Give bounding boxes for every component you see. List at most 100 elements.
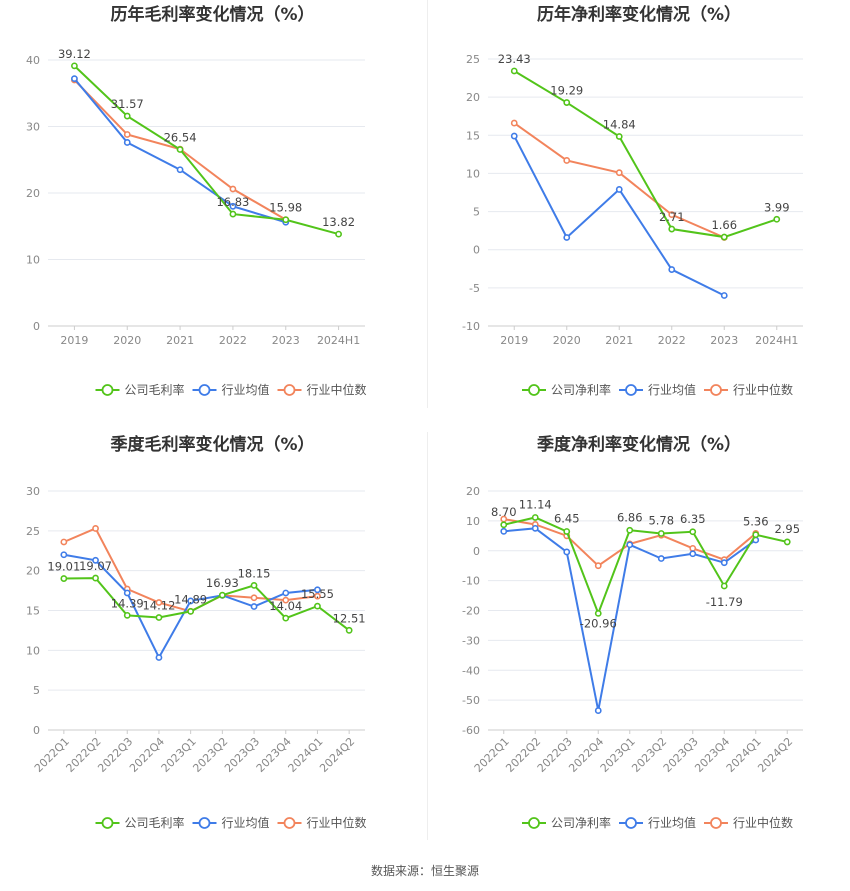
data-point[interactable] <box>720 582 728 590</box>
legend-label: 公司净利率 <box>551 382 611 397</box>
data-source-note: 数据来源：恒生聚源 <box>370 864 479 878</box>
legend-item[interactable]: 行业中位数 <box>277 382 367 397</box>
data-point[interactable] <box>720 559 728 567</box>
chart-annual-net-margin: 历年净利率变化情况（%） -10 -5 0 5 10 15 20 25 2019 2020 2021 2… <box>428 0 850 410</box>
data-point[interactable] <box>314 586 321 594</box>
x-tick-label: 2021 <box>166 334 194 347</box>
legend-marker-icon <box>710 817 722 829</box>
legend-label: 行业中位数 <box>733 815 793 830</box>
data-point[interactable] <box>657 530 665 537</box>
data-point[interactable] <box>563 99 571 106</box>
chart-svg: 历年净利率变化情况（%） -10 -5 0 5 10 15 20 25 2019 2020 2021 2… <box>462 4 803 397</box>
legend-item[interactable]: 行业均值 <box>619 382 696 397</box>
data-point[interactable] <box>282 216 290 224</box>
legend-item[interactable]: 行业均值 <box>192 382 270 397</box>
legend-item[interactable]: 行业中位数 <box>704 815 793 830</box>
legend-item[interactable]: 行业中位数 <box>277 815 367 830</box>
data-point[interactable] <box>60 551 68 559</box>
data-point[interactable] <box>668 266 676 273</box>
x-tick-label: 2022 <box>219 334 247 347</box>
data-point[interactable] <box>155 654 163 661</box>
data-point[interactable] <box>250 582 258 589</box>
data-point[interactable] <box>71 75 78 83</box>
data-label: 11.14 <box>519 497 552 511</box>
x-tick-label: 2022 <box>658 334 686 347</box>
data-point[interactable] <box>626 541 634 549</box>
y-tick-label: 0 <box>473 244 480 257</box>
data-point[interactable] <box>689 550 697 558</box>
data-label: 6.45 <box>554 511 580 525</box>
data-point[interactable] <box>123 112 131 120</box>
data-point[interactable] <box>594 707 602 714</box>
data-point[interactable] <box>689 544 697 552</box>
data-point[interactable] <box>531 524 539 532</box>
legend-marker-icon <box>198 384 211 396</box>
data-point[interactable] <box>531 514 539 521</box>
data-point[interactable] <box>345 626 353 634</box>
data-point[interactable] <box>282 596 290 604</box>
data-point[interactable] <box>563 548 571 556</box>
data-point[interactable] <box>92 525 99 532</box>
legend-item[interactable]: 公司净利率 <box>522 815 611 830</box>
data-point[interactable] <box>155 614 163 621</box>
data-point[interactable] <box>783 538 791 546</box>
data-point[interactable] <box>71 62 78 70</box>
data-label: 39.12 <box>58 47 91 61</box>
data-point[interactable] <box>176 166 184 174</box>
data-point[interactable] <box>229 210 237 218</box>
data-point[interactable] <box>720 292 728 299</box>
y-tick-label: -40 <box>462 664 480 677</box>
data-point[interactable] <box>615 186 623 193</box>
data-point[interactable] <box>123 611 131 619</box>
y-tick-label: 10 <box>26 254 40 267</box>
data-point[interactable] <box>187 597 195 605</box>
series-line <box>503 527 757 711</box>
data-point[interactable] <box>510 67 518 75</box>
legend-item[interactable]: 行业中位数 <box>704 382 793 397</box>
data-point[interactable] <box>229 185 237 193</box>
data-point[interactable] <box>500 527 508 535</box>
data-point[interactable] <box>176 146 184 153</box>
data-point[interactable] <box>563 157 571 164</box>
data-point[interactable] <box>720 233 728 241</box>
data-point[interactable] <box>123 139 131 146</box>
data-point[interactable] <box>668 225 676 233</box>
data-point[interactable] <box>187 607 195 615</box>
data-point[interactable] <box>60 575 68 582</box>
data-point[interactable] <box>510 132 518 140</box>
data-point[interactable] <box>218 591 226 599</box>
legend-item[interactable]: 公司毛利率 <box>95 815 185 830</box>
data-point[interactable] <box>510 119 518 127</box>
data-point[interactable] <box>282 589 290 597</box>
legend-item[interactable]: 公司净利率 <box>522 382 611 397</box>
data-point[interactable] <box>668 211 676 219</box>
data-point[interactable] <box>500 521 508 529</box>
data-point[interactable] <box>92 556 99 564</box>
data-point[interactable] <box>123 131 131 138</box>
data-point[interactable] <box>615 133 623 140</box>
data-point[interactable] <box>250 603 258 610</box>
data-point[interactable] <box>563 528 571 535</box>
data-point[interactable] <box>594 609 602 617</box>
data-point[interactable] <box>314 602 321 610</box>
data-point[interactable] <box>657 555 665 562</box>
data-point[interactable] <box>250 594 258 602</box>
data-point[interactable] <box>229 202 237 210</box>
data-point[interactable] <box>752 531 760 539</box>
data-point[interactable] <box>563 234 571 241</box>
data-point[interactable] <box>314 592 321 600</box>
data-point[interactable] <box>626 526 634 534</box>
data-point[interactable] <box>615 169 623 177</box>
legend-item[interactable]: 公司毛利率 <box>95 382 185 397</box>
data-point[interactable] <box>155 599 163 606</box>
data-point[interactable] <box>773 215 781 223</box>
data-point[interactable] <box>123 589 131 597</box>
data-point[interactable] <box>335 230 342 238</box>
data-point[interactable] <box>92 574 99 582</box>
data-point[interactable] <box>594 562 602 570</box>
legend-item[interactable]: 行业均值 <box>192 815 270 830</box>
data-point[interactable] <box>60 538 68 546</box>
data-point[interactable] <box>282 614 290 622</box>
data-point[interactable] <box>689 528 697 536</box>
legend-item[interactable]: 行业均值 <box>619 815 696 830</box>
